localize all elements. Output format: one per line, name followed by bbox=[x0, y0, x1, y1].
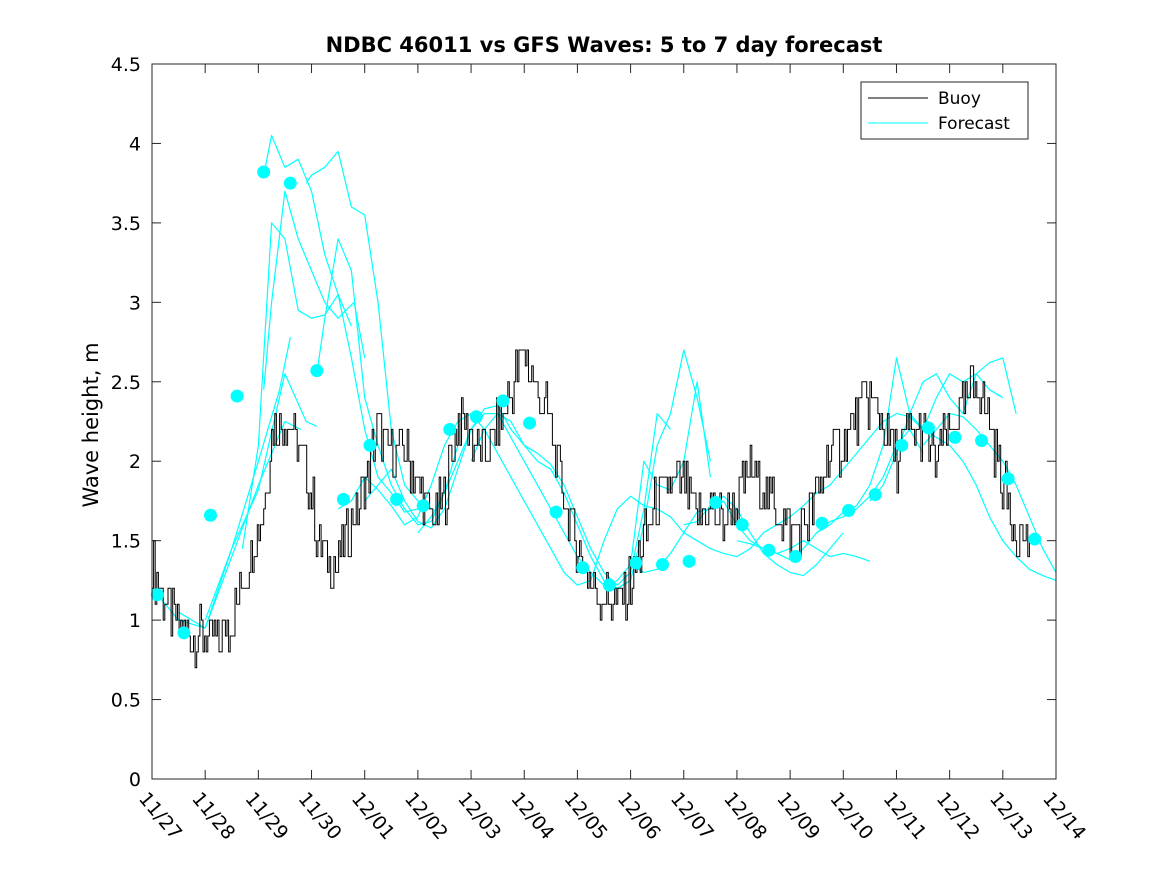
plot-frame bbox=[151, 63, 1057, 780]
x-tick-label: 12/01 bbox=[347, 788, 399, 844]
forecast-marker bbox=[203, 508, 217, 522]
y-tick-label: 0.5 bbox=[111, 690, 141, 712]
forecast-marker bbox=[523, 416, 537, 430]
forecast-marker bbox=[150, 588, 164, 602]
x-tick-label: 12/03 bbox=[453, 788, 505, 844]
forecast-marker bbox=[443, 422, 457, 436]
forecast-marker bbox=[336, 492, 350, 506]
y-tick-label: 3 bbox=[129, 292, 141, 314]
legend-box bbox=[860, 81, 1029, 140]
forecast-marker bbox=[310, 364, 324, 378]
plot-area bbox=[152, 64, 1056, 779]
forecast-marker bbox=[469, 410, 483, 424]
x-tick-label: 11/29 bbox=[241, 788, 293, 844]
forecast-marker bbox=[1028, 532, 1042, 546]
x-tick-label: 12/11 bbox=[879, 788, 931, 844]
legend-label-forecast: Forecast bbox=[938, 114, 1010, 134]
forecast-marker bbox=[921, 421, 935, 435]
forecast-marker bbox=[815, 516, 829, 530]
forecast-marker bbox=[1001, 472, 1015, 486]
y-tick-label: 2 bbox=[129, 451, 141, 473]
forecast-line bbox=[263, 134, 419, 513]
forecast-marker bbox=[257, 165, 271, 179]
forecast-marker bbox=[629, 556, 643, 570]
forecast-line bbox=[603, 381, 711, 589]
forecast-marker bbox=[576, 561, 590, 575]
forecast-line bbox=[470, 349, 711, 589]
x-tick-label: 12/14 bbox=[1038, 788, 1090, 844]
forecast-marker bbox=[363, 438, 377, 452]
forecast-marker bbox=[762, 543, 776, 557]
y-tick-label: 1 bbox=[129, 610, 141, 632]
x-tick-label: 12/13 bbox=[985, 788, 1037, 844]
legend: Buoy Forecast bbox=[860, 81, 1029, 140]
x-tick-label: 11/28 bbox=[187, 788, 239, 844]
x-tick-label: 12/08 bbox=[719, 788, 771, 844]
y-tick-label: 4 bbox=[129, 133, 141, 155]
x-tick-label: 11/27 bbox=[134, 788, 186, 844]
y-tick-label: 2.5 bbox=[111, 372, 141, 394]
forecast-marker bbox=[735, 518, 749, 532]
forecast-marker bbox=[868, 488, 882, 502]
forecast-marker bbox=[975, 434, 989, 448]
forecast-marker bbox=[895, 438, 909, 452]
forecast-marker bbox=[496, 394, 510, 408]
x-tick-label: 12/02 bbox=[400, 788, 452, 844]
y-axis-label: Wave height, m bbox=[79, 342, 103, 507]
forecast-marker bbox=[416, 499, 430, 513]
forecast-marker bbox=[230, 389, 244, 403]
y-tick-label: 1.5 bbox=[111, 531, 141, 553]
buoy-series-layer bbox=[152, 349, 1030, 669]
x-tick-label: 12/05 bbox=[560, 788, 612, 844]
x-tick-label: 12/06 bbox=[613, 788, 665, 844]
forecast-line bbox=[241, 222, 352, 549]
forecast-line bbox=[417, 405, 671, 586]
y-tick-label: 3.5 bbox=[111, 213, 141, 235]
legend-label-buoy: Buoy bbox=[938, 89, 981, 109]
forecast-marker bbox=[283, 176, 297, 190]
forecast-line bbox=[305, 150, 432, 510]
forecast-line bbox=[263, 190, 366, 390]
forecast-line bbox=[204, 337, 291, 621]
y-tick-label: 4.5 bbox=[111, 54, 141, 76]
forecast-marker bbox=[390, 492, 404, 506]
forecast-marker bbox=[655, 558, 669, 571]
chart-title: NDBC 46011 vs GFS Waves: 5 to 7 day fore… bbox=[326, 33, 883, 57]
x-tick-label: 12/12 bbox=[932, 788, 984, 844]
forecast-marker bbox=[177, 626, 191, 640]
forecast-marker bbox=[788, 550, 802, 564]
x-tick-label: 12/09 bbox=[772, 788, 824, 844]
forecast-marker bbox=[682, 554, 696, 568]
forecast-line bbox=[178, 420, 302, 629]
forecast-marker bbox=[709, 496, 723, 510]
forecast-marker bbox=[602, 578, 616, 592]
forecast-marker bbox=[549, 505, 563, 519]
forecast-markers-layer bbox=[150, 165, 1042, 640]
x-tick-label: 12/07 bbox=[666, 788, 718, 844]
forecast-marker bbox=[842, 503, 856, 517]
x-tick-label: 12/10 bbox=[825, 788, 877, 844]
y-tick-label: 0 bbox=[129, 769, 141, 791]
forecast-line bbox=[316, 238, 459, 526]
forecast-marker bbox=[948, 430, 962, 444]
forecast-line bbox=[630, 500, 871, 574]
x-tick-label: 11/30 bbox=[294, 788, 346, 844]
buoy-line bbox=[152, 349, 1030, 669]
x-tick-label: 12/04 bbox=[506, 788, 558, 844]
